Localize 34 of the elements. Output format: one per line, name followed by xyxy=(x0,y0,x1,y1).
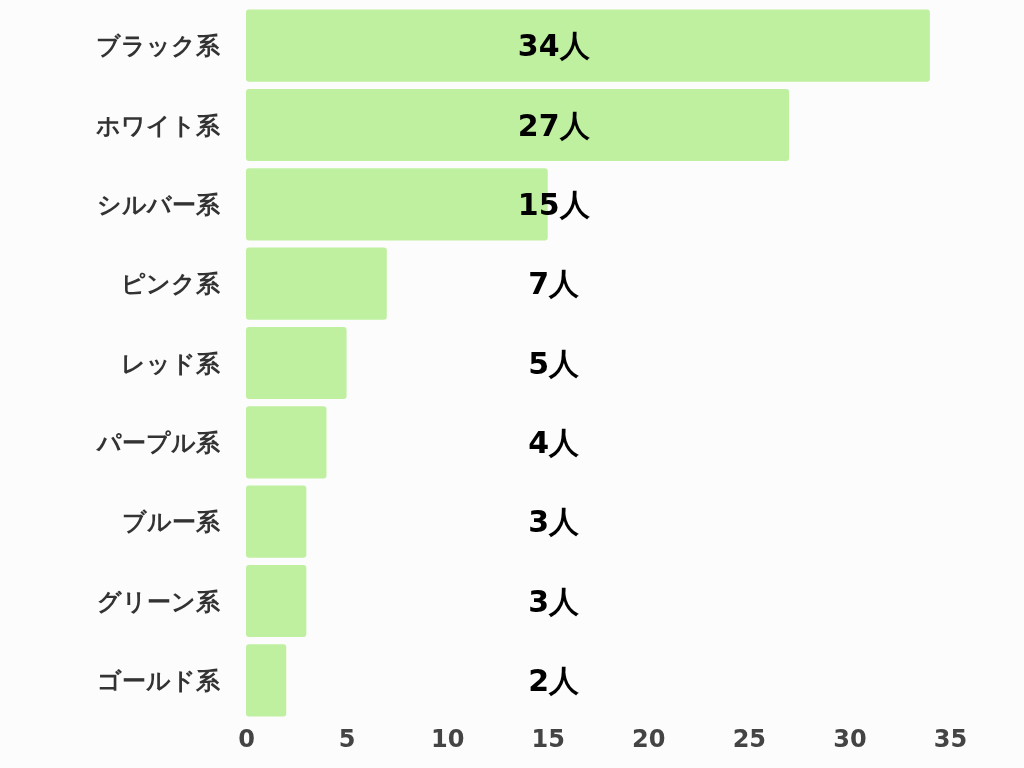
x-tick-label: 15 xyxy=(531,725,565,754)
bar xyxy=(246,9,930,82)
bar xyxy=(246,326,347,400)
bar xyxy=(246,88,790,162)
y-tick-label: ピンク系 xyxy=(121,270,221,299)
x-tick-label: 25 xyxy=(732,725,767,754)
data-label: 7人 xyxy=(528,266,581,302)
y-tick-label: レッド系 xyxy=(121,349,221,378)
bar xyxy=(246,247,387,320)
data-label: 3人 xyxy=(528,504,581,540)
x-tick-label: 10 xyxy=(430,725,465,754)
y-tick-label: ブラック系 xyxy=(96,32,221,61)
x-tick-label: 20 xyxy=(632,725,666,754)
x-tick-label: 35 xyxy=(933,725,968,754)
data-label: 2人 xyxy=(528,663,581,699)
data-label: 5人 xyxy=(528,345,581,381)
data-label: 4人 xyxy=(528,425,581,461)
y-tick-label: パープル系 xyxy=(95,428,221,457)
y-tick-label: ブルー系 xyxy=(122,508,221,537)
y-tick-label: グリーン系 xyxy=(97,587,221,616)
x-tick-label: 30 xyxy=(833,725,867,754)
y-tick-label: ホワイト系 xyxy=(95,111,221,140)
x-tick-label: 0 xyxy=(238,725,255,754)
y-tick-label: ゴールド系 xyxy=(97,666,221,695)
bar xyxy=(246,644,287,717)
data-label: 3人 xyxy=(528,583,581,619)
bar xyxy=(246,485,307,558)
y-tick-label: シルバー系 xyxy=(97,190,221,219)
bar xyxy=(246,564,307,638)
data-label: 34人 xyxy=(517,28,591,64)
x-tick-label: 5 xyxy=(338,725,356,754)
bar xyxy=(246,406,327,479)
data-label: 15人 xyxy=(517,187,591,223)
data-label: 27人 xyxy=(517,107,591,143)
